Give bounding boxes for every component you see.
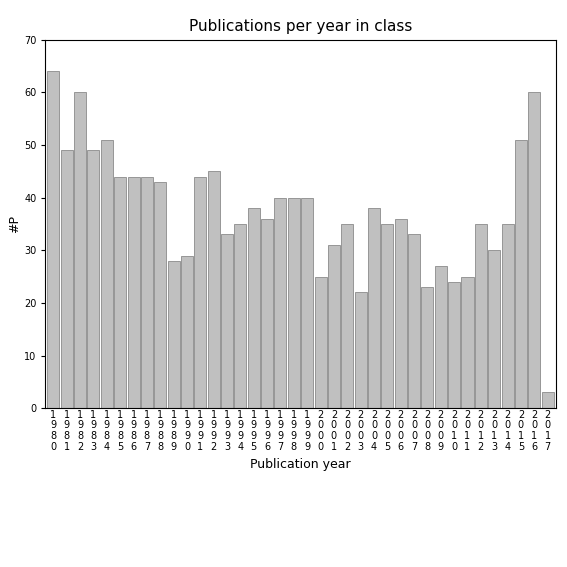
- Bar: [288, 198, 300, 408]
- Bar: [502, 224, 514, 408]
- Title: Publications per year in class: Publications per year in class: [189, 19, 412, 35]
- Bar: [315, 277, 327, 408]
- Bar: [462, 277, 473, 408]
- Bar: [248, 208, 260, 408]
- Bar: [194, 176, 206, 408]
- Bar: [435, 266, 447, 408]
- Bar: [101, 139, 113, 408]
- Y-axis label: #P: #P: [8, 215, 21, 233]
- Bar: [74, 92, 86, 408]
- Bar: [154, 182, 166, 408]
- Bar: [448, 282, 460, 408]
- Bar: [48, 71, 60, 408]
- Bar: [221, 235, 233, 408]
- Bar: [395, 219, 407, 408]
- X-axis label: Publication year: Publication year: [250, 458, 351, 471]
- Bar: [488, 250, 500, 408]
- Bar: [528, 92, 540, 408]
- Bar: [208, 171, 219, 408]
- Bar: [261, 219, 273, 408]
- Bar: [382, 224, 393, 408]
- Bar: [114, 176, 126, 408]
- Bar: [301, 198, 313, 408]
- Bar: [181, 256, 193, 408]
- Bar: [274, 198, 286, 408]
- Bar: [354, 293, 367, 408]
- Bar: [515, 139, 527, 408]
- Bar: [141, 176, 153, 408]
- Bar: [341, 224, 353, 408]
- Bar: [87, 150, 99, 408]
- Bar: [234, 224, 247, 408]
- Bar: [328, 245, 340, 408]
- Bar: [408, 235, 420, 408]
- Bar: [61, 150, 73, 408]
- Bar: [421, 287, 433, 408]
- Bar: [475, 224, 487, 408]
- Bar: [128, 176, 139, 408]
- Bar: [168, 261, 180, 408]
- Bar: [541, 392, 553, 408]
- Bar: [368, 208, 380, 408]
